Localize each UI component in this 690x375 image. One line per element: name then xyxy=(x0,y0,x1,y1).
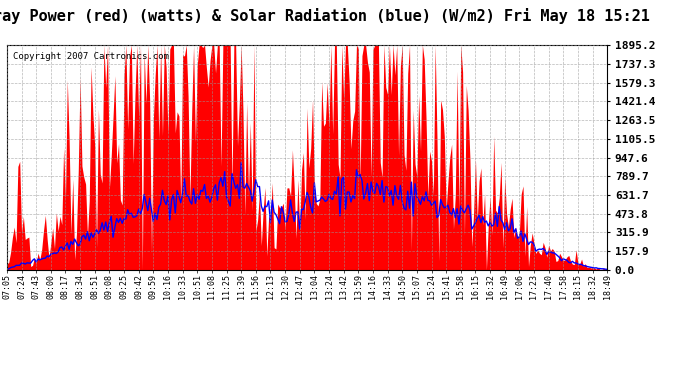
Text: Copyright 2007 Cartronics.com: Copyright 2007 Cartronics.com xyxy=(13,52,169,61)
Text: East Array Power (red) (watts) & Solar Radiation (blue) (W/m2) Fri May 18 15:21: East Array Power (red) (watts) & Solar R… xyxy=(0,8,650,24)
